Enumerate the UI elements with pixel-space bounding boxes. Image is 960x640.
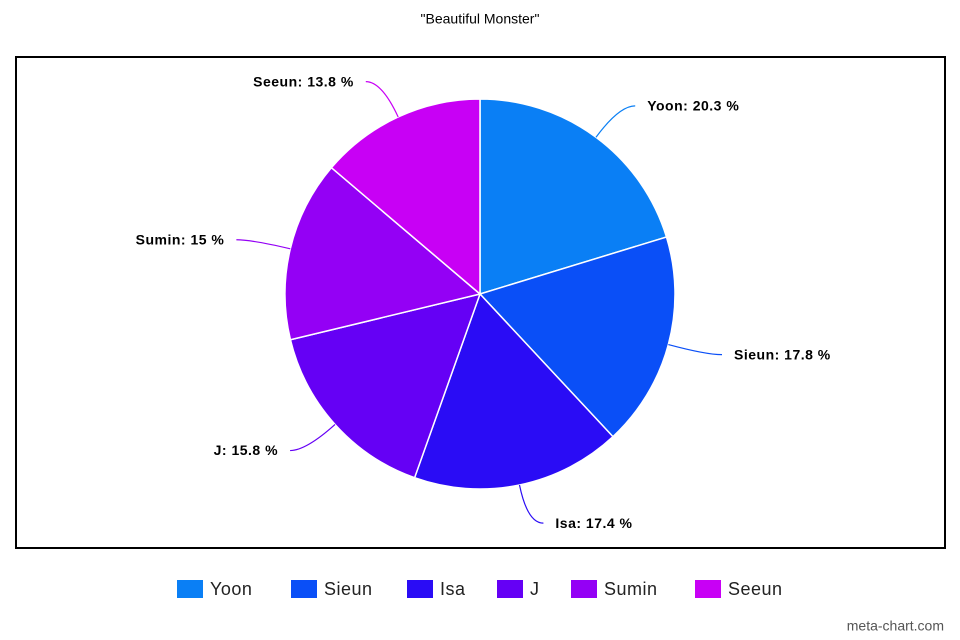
pie-slice <box>478 236 676 438</box>
legend-label: Yoon <box>210 579 252 599</box>
leader-line <box>290 424 336 452</box>
pie-slice <box>289 292 482 479</box>
leader-line <box>595 105 636 138</box>
credit: meta-chart.com <box>847 618 944 634</box>
legend-swatch <box>497 580 523 598</box>
legend-label: Sieun <box>324 579 373 599</box>
data-label: Seeun: 13.8 % <box>253 73 354 89</box>
plot-frame <box>15 56 946 549</box>
leader-line <box>518 484 544 524</box>
data-label: Isa: 17.4 % <box>555 515 632 531</box>
legend-label: Isa <box>440 579 466 599</box>
legend-swatch <box>291 580 317 598</box>
pie-slice <box>330 98 481 296</box>
data-label: Yoon: 20.3 % <box>647 98 739 114</box>
data-label: Sumin: 15 % <box>136 231 225 247</box>
data-label: Sieun: 17.8 % <box>734 346 831 362</box>
legend-label: Seeun <box>728 579 783 599</box>
legend-swatch <box>177 580 203 598</box>
legend-swatch <box>695 580 721 598</box>
chart-title: "Beautiful Monster" <box>421 11 540 27</box>
leader-line <box>365 81 399 118</box>
pie-slice <box>413 292 614 490</box>
legend-swatch <box>407 580 433 598</box>
pie-slice <box>479 98 668 296</box>
data-label: J: 15.8 % <box>214 442 278 458</box>
leader-line <box>236 239 291 250</box>
leader-line <box>668 343 723 356</box>
legend-swatch <box>571 580 597 598</box>
legend-label: Sumin <box>604 579 658 599</box>
legend-label: J <box>530 579 540 599</box>
